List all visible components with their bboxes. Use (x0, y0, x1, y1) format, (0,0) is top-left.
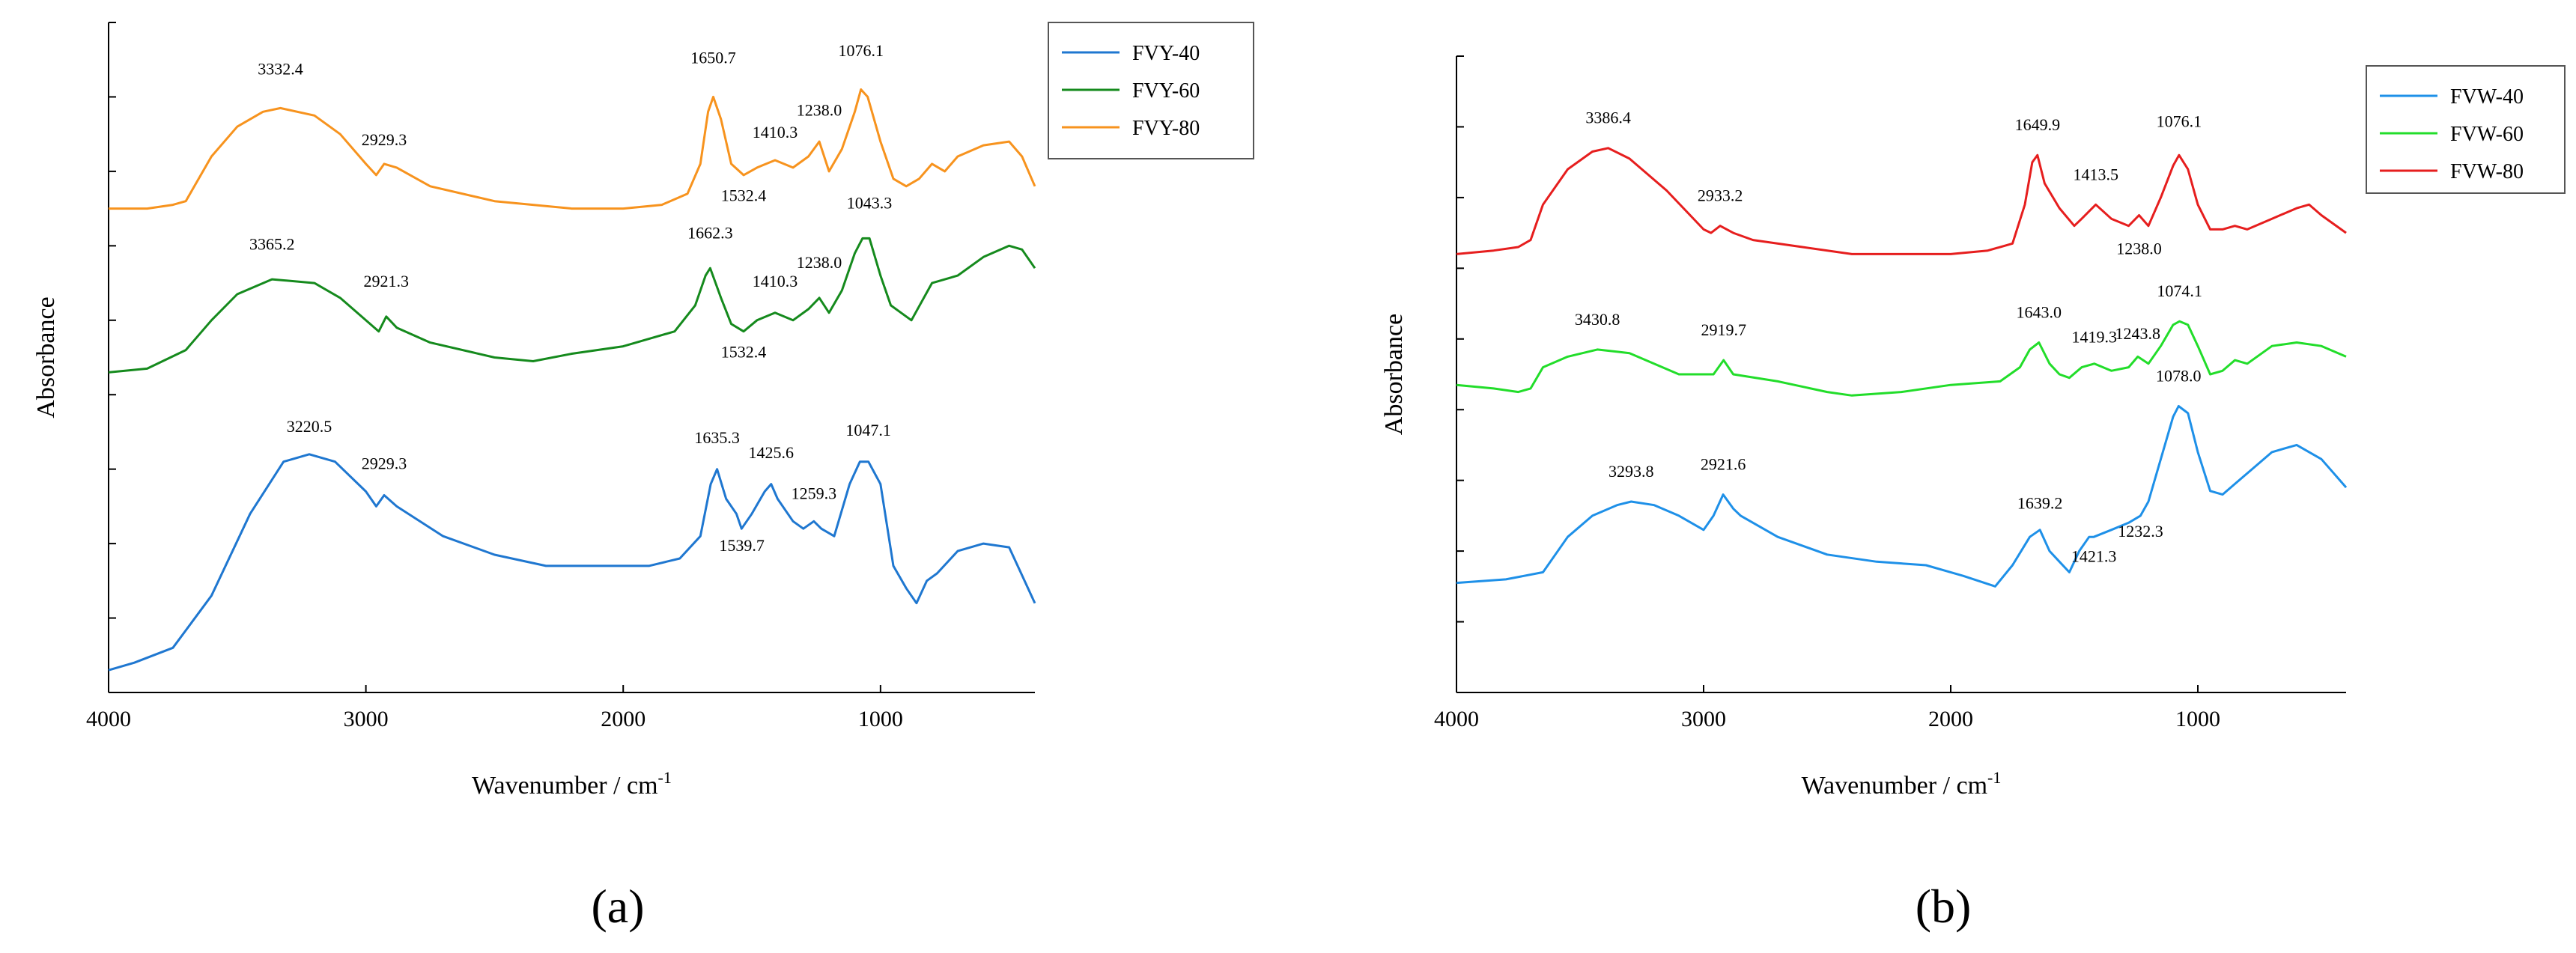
peak-label: 1078.0 (2156, 366, 2202, 385)
chart-panel-b: 4000 3000 2000 1000 Wavenumber / cm-1 Absorba… (1380, 55, 2566, 933)
peak-label: 1047.1 (845, 421, 891, 439)
y-axis-label: Absorbance (1380, 314, 1408, 435)
x-tick-label: 2000 (1928, 707, 1973, 731)
x-tick-label: 4000 (86, 707, 131, 731)
x-axis-label: Wavenumber / cm-1 (472, 768, 672, 800)
peak-label: 1238.0 (2116, 239, 2162, 258)
peak-label: 1410.3 (753, 123, 798, 141)
y-axis-label: Absorbance (32, 296, 60, 418)
x-axis-label: Wavenumber / cm-1 (1802, 768, 2002, 800)
peak-label: 3293.8 (1609, 462, 1654, 481)
peak-label: 2919.7 (1701, 320, 1746, 339)
peak-label: 1074.1 (2157, 281, 2202, 300)
peak-label: 3430.8 (1575, 310, 1620, 329)
peak-label: 1410.3 (753, 272, 798, 290)
peak-label: 1232.3 (2118, 522, 2163, 541)
series-line-fvy-60 (108, 237, 1036, 374)
peak-label: 1662.3 (687, 223, 733, 242)
x-tick-label: 3000 (1681, 707, 1726, 731)
peak-label: 1238.0 (797, 253, 842, 272)
legend-entry: FVY-60 (1132, 79, 1200, 103)
peak-label: 2921.6 (1701, 455, 1746, 474)
peak-label: 1419.3 (2071, 328, 2117, 347)
peak-label: 1238.0 (797, 100, 842, 119)
peak-label: 1425.6 (749, 443, 795, 462)
peak-label: 1532.4 (721, 186, 767, 205)
series-line-fvy-40 (108, 453, 1036, 672)
legend: FVW-40 FVW-60 FVW-80 (2366, 65, 2566, 194)
panel-label: (a) (591, 880, 644, 933)
peak-label: 1649.9 (2015, 115, 2061, 134)
legend-entry: FVY-40 (1132, 42, 1200, 65)
peak-label: 1635.3 (694, 428, 740, 447)
legend-entry: FVY-80 (1132, 117, 1200, 140)
legend-entry: FVW-40 (2450, 85, 2524, 109)
peak-label: 3332.4 (258, 60, 303, 79)
peak-label: 1413.5 (2073, 165, 2118, 183)
series-line-fvw-40 (1456, 405, 2348, 588)
peak-label: 2921.3 (364, 272, 410, 290)
peak-label: 1076.1 (838, 41, 884, 60)
series-line-fvw-80 (1456, 147, 2347, 255)
x-tick-label: 1000 (858, 707, 903, 731)
legend-box (2366, 65, 2566, 194)
panel-label: (b) (1916, 880, 1972, 933)
x-tick-label: 3000 (344, 707, 389, 731)
peak-label: 1421.3 (2071, 546, 2117, 565)
legend: FVY-40 FVY-60 FVY-80 (1048, 22, 1254, 159)
series-line-fvw-60 (1456, 320, 2347, 397)
peak-label: 1639.2 (2017, 493, 2063, 512)
peak-label: 1650.7 (690, 49, 736, 67)
peak-label: 1532.4 (721, 343, 767, 362)
peak-label: 3365.2 (249, 234, 295, 253)
legend-entry: FVW-60 (2450, 123, 2524, 146)
peak-label: 1643.0 (2017, 302, 2062, 321)
peak-label: 3220.5 (287, 417, 332, 436)
peak-label: 2933.2 (1698, 186, 1743, 205)
x-tick-label: 4000 (1434, 707, 1479, 731)
peak-label: 1243.8 (2115, 324, 2161, 343)
chart-panel-a: 4000 3000 2000 1000 Wavenumber / cm-1 Absorba… (32, 22, 1254, 933)
peak-label: 1259.3 (792, 484, 837, 502)
x-tick-label: 1000 (2175, 707, 2220, 731)
series-line-fvy-80 (109, 88, 1036, 210)
peak-label: 3386.4 (1585, 109, 1631, 127)
peak-label: 2929.3 (362, 130, 407, 149)
peak-label: 1076.1 (2157, 112, 2202, 130)
peak-label: 1539.7 (719, 536, 765, 555)
legend-entry: FVW-80 (2450, 160, 2524, 183)
peak-label: 2929.3 (362, 454, 407, 473)
x-tick-label: 2000 (601, 707, 645, 731)
peak-label: 1043.3 (847, 194, 893, 213)
